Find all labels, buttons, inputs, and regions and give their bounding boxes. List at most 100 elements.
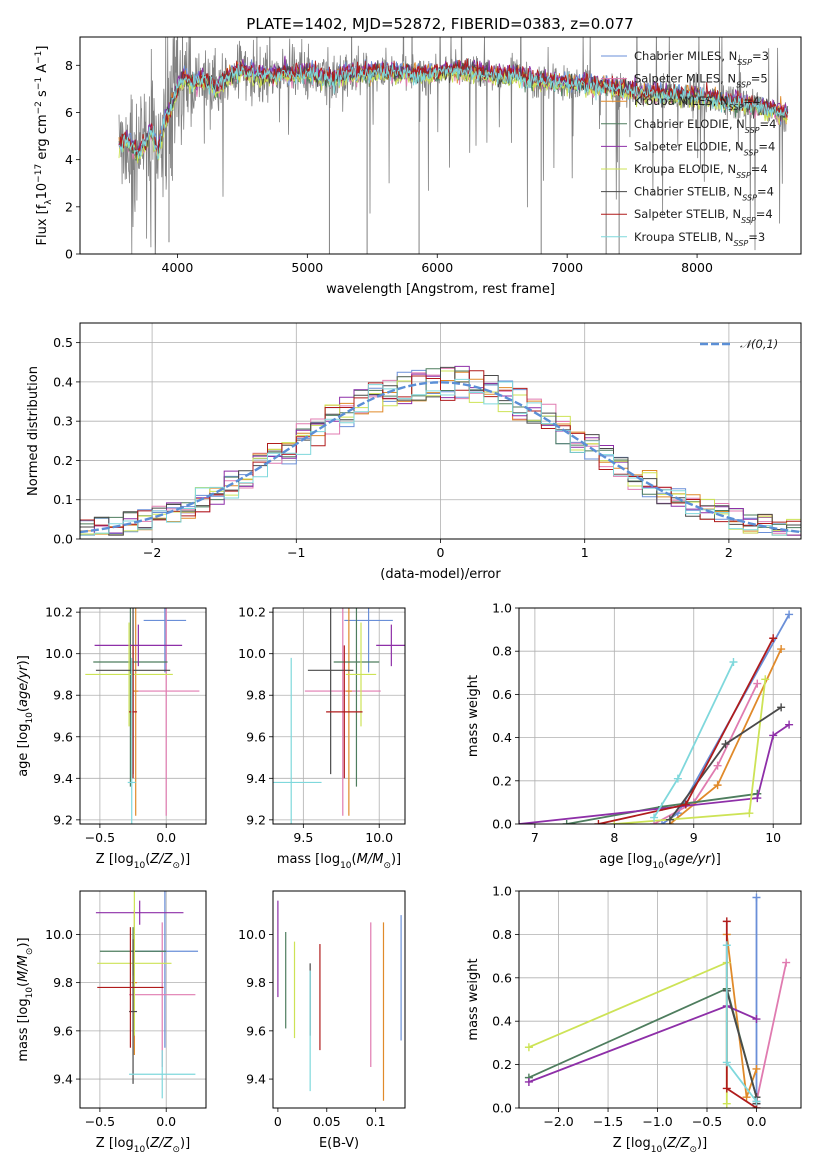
label-part: erg cm [35, 114, 50, 163]
residual-histogram-step [80, 370, 801, 528]
mass-weight-marker [722, 1099, 731, 1108]
label-part: 10 [134, 861, 146, 871]
label-part: Z/ [666, 1136, 682, 1151]
axes-frame [272, 607, 406, 825]
x-axis-label: Z [log10(Z/Z⊙)] [96, 1136, 190, 1155]
legend-count: =4 [757, 185, 774, 199]
y-tick-label: 1.0 [492, 884, 512, 899]
label-part: Z [ [613, 1136, 631, 1151]
y-tick-label: 9.4 [246, 1072, 266, 1087]
x-tick-label: 9 [690, 830, 698, 845]
y-tick-label: 0.5 [53, 335, 73, 350]
x-tick-label: −2 [143, 545, 161, 560]
mass-weight-marker [752, 893, 761, 902]
y-tick-label: 10.2 [45, 605, 73, 620]
label-part: −17 [34, 164, 44, 183]
label-part: ( [145, 1136, 150, 1151]
axes-frame [79, 36, 802, 255]
legend-sub: SSP [741, 216, 756, 225]
legend-name: Salpeter STELIB, N [634, 207, 741, 221]
label-part: age/yr [669, 852, 712, 867]
x-tick-label: −1.5 [593, 1114, 623, 1129]
mass-weight-marker [722, 917, 731, 926]
label-part: 10 [134, 1145, 146, 1155]
label-part: mass [ [16, 1018, 31, 1061]
age-vs-z-panel: −0.5 0.09.29.49.69.810.010.2Z [log10(Z/Z⊙… [16, 605, 207, 871]
label-part: )] [697, 1136, 707, 1151]
x-tick-label: −0.5 [85, 1114, 115, 1129]
mass-weight-marker [524, 1043, 533, 1052]
legend-name: Chabrier STELIB, N [634, 185, 742, 199]
legend-label: Salpeter STELIB, NSSP=4 [634, 207, 773, 225]
figure-title: PLATE=1402, MJD=52872, FIBERID=0383, z=0… [246, 15, 633, 33]
legend-name: Kroupa STELIB, N [634, 230, 734, 244]
label-part: 10 [35, 183, 50, 200]
label-part: 10 [25, 987, 35, 999]
legend-sub: SSP [734, 238, 749, 247]
mass-weight-line [598, 637, 774, 824]
y-tick-label: 0.1 [53, 492, 73, 507]
label-part: M/ [16, 965, 31, 982]
spectrum-panel: 4000 5000 6000 7000 8000 0 2 4 6 8 wavelength [Ang… [34, 36, 802, 297]
axes-frame [79, 890, 207, 1109]
mass-weight-marker [721, 740, 730, 749]
x-tick-label: −1.0 [642, 1114, 672, 1129]
label-part: −1 [34, 77, 44, 90]
legend-count: =4 [751, 162, 768, 176]
mass-weight-line [528, 1005, 757, 1083]
y-tick-label: 8 [65, 58, 73, 73]
label-part: A [35, 64, 50, 77]
y-tick-label: 0.2 [492, 1057, 512, 1072]
x-tick-label: 0.0 [156, 1114, 176, 1129]
y-tick-label: 10.0 [45, 927, 73, 942]
mass-weight-marker [673, 774, 682, 783]
label-part: )] [391, 852, 401, 867]
legend-label: 𝒩(0,1) [740, 337, 778, 351]
legend-label: Salpeter MILES, NSSP=5 [634, 72, 768, 90]
legend-count: =5 [751, 72, 768, 86]
mass-weight-marker [722, 1084, 731, 1093]
label-part: )] [711, 852, 721, 867]
label-part: ⊙ [383, 861, 391, 871]
label-part: Normed distribution [26, 366, 41, 496]
label-part: log [114, 852, 134, 867]
x-tick-label: 4000 [162, 260, 194, 275]
y-tick-label: 9.6 [246, 1023, 266, 1038]
y-axis-label: mass weight [466, 675, 481, 757]
y-tick-label: 0.4 [492, 1014, 512, 1029]
x-axis-label: Z [log10(Z/Z⊙)] [96, 852, 190, 871]
x-axis-label: wavelength [Angstrom, rest frame] [326, 282, 555, 297]
label-part: Z/ [149, 1136, 165, 1151]
x-tick-label: 7 [531, 830, 539, 845]
x-tick-label: 0.1 [366, 1114, 386, 1129]
y-tick-label: 9.6 [246, 729, 266, 744]
x-tick-label: 0 [274, 1114, 282, 1129]
y-tick-label: 9.2 [53, 812, 73, 827]
x-tick-label: −0.5 [85, 830, 115, 845]
y-axis-label: age [log10(age/yr)] [16, 655, 35, 777]
label-part: age [ [16, 743, 31, 776]
legend-name: Salpeter ELODIE, N [634, 139, 744, 153]
legend-count: =4 [758, 139, 775, 153]
mass-weight-marker [777, 645, 786, 654]
mass-weight-marker [761, 675, 770, 684]
label-part: ( [145, 852, 150, 867]
y-axis-label: mass [log10(M/M⊙)] [16, 937, 35, 1061]
mass-vs-ebv-panel: 0 0.05 0.1 9.4 9.6 9.8 10.0 E(B-V) [238, 890, 406, 1151]
label-part: ] [35, 46, 50, 51]
y-tick-label: 9.4 [53, 1072, 73, 1087]
y-tick-label: 10.0 [238, 646, 266, 661]
label-part: )] [16, 655, 31, 665]
y-tick-label: 9.8 [53, 975, 73, 990]
legend-label: Salpeter ELODIE, NSSP=4 [634, 139, 775, 157]
label-part: Flux [ [35, 209, 50, 245]
y-tick-label: 10.0 [238, 927, 266, 942]
mass-weight-marker [745, 809, 754, 818]
y-tick-label: 9.6 [53, 1023, 73, 1038]
x-tick-label: 8000 [681, 260, 713, 275]
mass-weight-marker [594, 820, 603, 824]
y-tick-label: 2 [65, 199, 73, 214]
y-tick-label: 10.2 [238, 605, 266, 620]
